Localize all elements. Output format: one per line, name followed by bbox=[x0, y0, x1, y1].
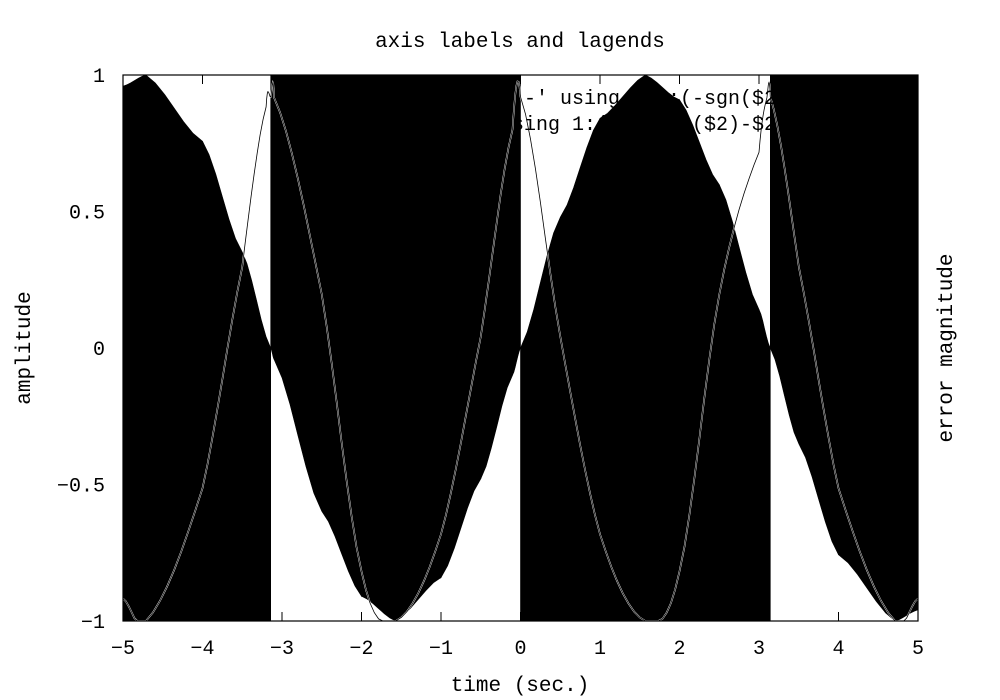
legend-label-1: '-' using 1:2:(-sgn($2)) bbox=[512, 88, 800, 111]
x-axis-title: time (sec.) bbox=[451, 675, 590, 698]
x-tick-label: −2 bbox=[349, 638, 373, 661]
series-1-segment bbox=[270, 74, 275, 360]
legend-label-2: '' using 1:(abs(sgn($2)-$2)) bbox=[464, 114, 800, 137]
y-tick-label: 1 bbox=[93, 66, 105, 89]
legend-entry-1: '-' using 1:2:(-sgn($2)) bbox=[512, 88, 888, 111]
series-layer bbox=[122, 74, 919, 622]
series-1-segment bbox=[512, 74, 521, 376]
x-tick-label: 4 bbox=[832, 638, 844, 661]
legend-swatch-1 bbox=[819, 90, 888, 104]
series-1-segment bbox=[361, 74, 396, 622]
y2-axis-title: error magnitude bbox=[936, 253, 959, 442]
x-tick-label: 5 bbox=[912, 638, 924, 661]
legend-entry-2: '' using 1:(abs(sgn($2)-$2)) bbox=[464, 114, 888, 137]
x-tick-label: 2 bbox=[673, 638, 685, 661]
series-1-segment bbox=[599, 74, 646, 622]
chart-title: axis labels and lagends bbox=[375, 31, 665, 54]
ticks-layer: −5 −4 −3 −2 −1 0 1 2 3 4 5 −1 −0.5 0 0.5 1 bbox=[57, 66, 924, 661]
y-tick-label: −0.5 bbox=[57, 476, 105, 499]
series-2-line bbox=[122, 80, 919, 622]
y-tick-label: 0 bbox=[93, 339, 105, 362]
x-tick-label: 3 bbox=[753, 638, 765, 661]
x-tick-label: −4 bbox=[190, 638, 214, 661]
series-1-segment bbox=[145, 74, 203, 622]
legend: '-' using 1:2:(-sgn($2)) '' using 1:(abs(… bbox=[464, 88, 888, 137]
x-tick-label: 0 bbox=[514, 638, 526, 661]
x-tick-label: 1 bbox=[594, 638, 606, 661]
series-1-segment bbox=[838, 74, 896, 622]
series-1-segment bbox=[645, 74, 680, 622]
x-tick-label: −3 bbox=[270, 638, 294, 661]
series-1-segment bbox=[395, 74, 442, 622]
x-tick-label: −1 bbox=[429, 638, 453, 661]
y-axis-title: amplitude bbox=[14, 291, 37, 404]
y-tick-label: 0.5 bbox=[69, 203, 105, 226]
y-tick-label: −1 bbox=[81, 612, 105, 635]
series-1-fill bbox=[122, 74, 919, 622]
series-1-segment bbox=[242, 252, 271, 622]
series-1-segment bbox=[758, 309, 771, 622]
x-tick-label: −5 bbox=[111, 638, 135, 661]
